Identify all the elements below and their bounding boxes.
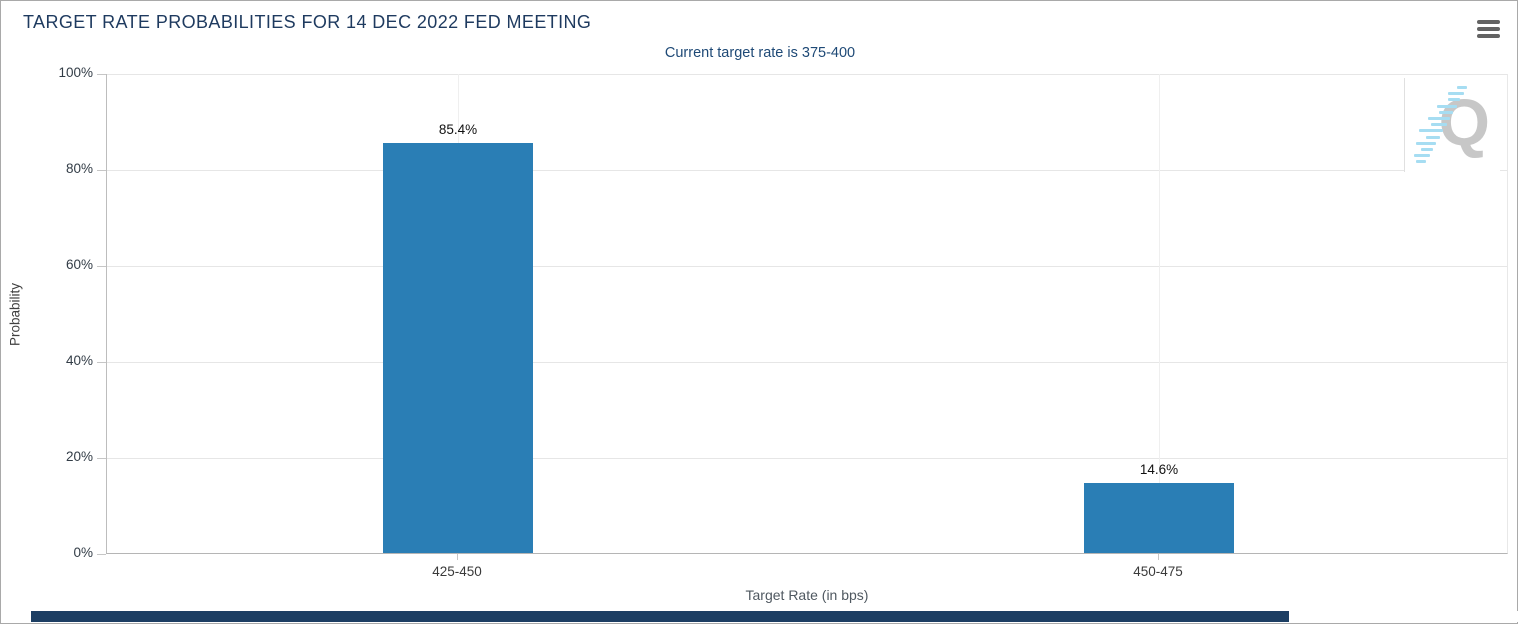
- y-gridline: [107, 170, 1507, 171]
- watermark-dash: [1428, 117, 1450, 120]
- watermark-dash: [1448, 98, 1461, 102]
- bar-value-label: 85.4%: [438, 122, 478, 137]
- watermark-dash: [1421, 148, 1433, 151]
- watermark-dash: [1457, 86, 1467, 89]
- y-axis-tick: [97, 362, 106, 363]
- category-gridline: [1159, 74, 1160, 553]
- y-gridline: [107, 266, 1507, 267]
- x-category-label: 425-450: [432, 564, 482, 579]
- x-category-label: 450-475: [1133, 564, 1183, 579]
- x-axis-tick: [457, 554, 458, 560]
- y-tick-label: 60%: [65, 257, 93, 272]
- watermark-dash: [1439, 110, 1454, 114]
- hamburger-bar: [1477, 27, 1500, 31]
- watermark-q-letter: Q: [1438, 85, 1490, 159]
- y-tick-label: 40%: [65, 353, 93, 368]
- watermark-dash: [1436, 104, 1457, 108]
- plot-area: 85.4% 14.6%: [106, 74, 1508, 554]
- y-axis-tick: [97, 74, 106, 75]
- y-gridline: [107, 362, 1507, 363]
- x-axis-title: Target Rate (in bps): [745, 587, 869, 603]
- y-tick-label: 0%: [73, 545, 93, 560]
- watermark-dash: [1419, 129, 1444, 133]
- probability-bar[interactable]: [1084, 483, 1234, 553]
- hamburger-bar: [1477, 34, 1500, 38]
- y-axis-title: Probability: [7, 282, 23, 347]
- watermark-dash: [1416, 160, 1427, 164]
- probability-bar[interactable]: [383, 143, 533, 553]
- bar-value-label: 14.6%: [1139, 462, 1179, 477]
- y-tick-label: 80%: [65, 161, 93, 176]
- y-gridline: [107, 458, 1507, 459]
- y-axis-tick: [97, 170, 106, 171]
- watermark-dash: [1413, 154, 1430, 158]
- watermark-dash: [1430, 123, 1447, 127]
- horizontal-scrollbar-track[interactable]: [2, 611, 1518, 622]
- chart-subtitle: Current target rate is 375-400: [664, 45, 856, 61]
- y-tick-label: 20%: [65, 449, 93, 464]
- watermark-dash: [1447, 92, 1464, 96]
- page-title: TARGET RATE PROBABILITIES FOR 14 DEC 202…: [23, 12, 592, 32]
- y-tick-label: 100%: [58, 65, 93, 80]
- x-axis-tick: [1158, 554, 1159, 560]
- hamburger-menu-icon[interactable]: [1477, 20, 1500, 39]
- watermark-dash: [1416, 141, 1437, 145]
- hamburger-bar: [1477, 20, 1500, 24]
- quikstrike-watermark-logo: Q: [1404, 78, 1500, 172]
- watermark-dash: [1425, 135, 1440, 139]
- y-axis-tick: [97, 554, 106, 555]
- horizontal-scrollbar-thumb[interactable]: [31, 611, 1289, 622]
- y-gridline: [107, 74, 1507, 75]
- y-axis-tick: [97, 458, 106, 459]
- y-axis-tick: [97, 266, 106, 267]
